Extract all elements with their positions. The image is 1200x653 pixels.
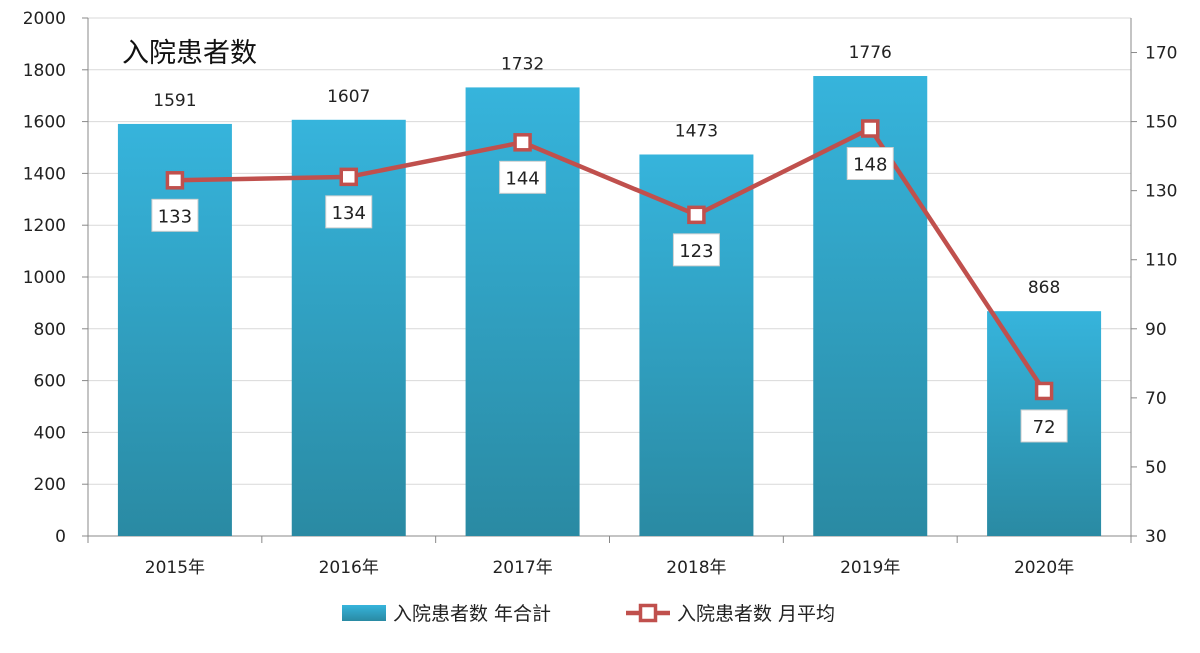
bar [117,123,232,536]
y-left-tick-label: 1800 [23,61,66,81]
line-value-label-box [325,195,373,229]
line-value-label-box [1020,409,1068,443]
y-left-tick-label: 400 [34,423,66,443]
y-left-tick-label: 200 [34,475,66,495]
line-value-label: 148 [853,155,887,176]
legend-swatch-marker [638,603,658,623]
bar-value-label: 1607 [327,87,370,107]
line-marker [1034,381,1054,401]
chart-title: 入院患者数 [122,38,257,69]
line-value-label-box [846,147,894,181]
x-tick-label: 2020年 [1014,558,1074,578]
bar-series [117,76,1102,537]
y-right-tick-label: 30 [1145,527,1167,547]
line-marker [861,119,880,138]
y-left-tick-label: 2000 [23,9,66,29]
bar-value-label: 1591 [153,91,196,111]
legend-swatch-bar [342,605,386,621]
y-right-tick-label: 50 [1145,458,1167,478]
data-labels: 1591 1607 1732 1473 1776 868 133 134 144 123 148 72 [151,43,1068,443]
y-left-tick-label: 600 [34,372,66,392]
bar-value-label: 1776 [849,43,892,63]
legend-label-line: 入院患者数 月平均 [677,603,835,625]
gridlines [88,17,1131,485]
x-tick-label: 2019年 [840,558,900,578]
line-value-label: 144 [505,168,539,189]
line-value-label-box [499,160,547,194]
bar-value-label: 868 [1028,278,1060,298]
line-path [174,126,1046,393]
y-left-tick-label: 1400 [23,164,66,184]
bar [465,87,580,537]
line-marker [165,171,185,190]
y-right-tick-label: 90 [1145,320,1167,340]
bar [291,119,406,537]
line-value-label-box [151,198,199,232]
x-tick-label: 2015年 [145,558,205,578]
x-tick-label: 2017年 [492,558,552,578]
y-right-tick-label: 170 [1145,44,1177,64]
y-left-tick-label: 1000 [23,268,66,288]
legend-label-bar: 入院患者数 年合計 [393,603,551,625]
line-marker [513,133,532,152]
y-left-tick-label: 1200 [23,216,66,236]
line-value-label: 123 [679,241,713,262]
line-value-label: 134 [332,203,366,224]
line-value-label: 133 [158,206,192,227]
line-marker [687,205,706,225]
line-value-label-box [672,233,720,267]
legend: 入院患者数 年合計 入院患者数 月平均 [342,603,835,625]
y-right-tick-label: 130 [1145,182,1177,202]
x-tick-label: 2016年 [319,558,379,578]
x-tick-label: 2018年 [666,558,726,578]
line-value-label: 72 [1033,417,1056,438]
line-series [165,119,1054,401]
y-left-tick-label: 1600 [23,113,66,133]
bar-value-label: 1732 [501,54,544,74]
bar-value-label: 1473 [675,121,718,141]
y-right-tick-label: 150 [1145,113,1177,133]
y-left-tick-label: 0 [55,527,66,547]
line-marker [339,167,358,187]
bar [813,76,928,537]
y-left-tick-label: 800 [34,320,66,340]
y-right-tick-label: 110 [1145,251,1177,271]
axes: 0 200 400 600 800 1000 1200 1400 1600 1800 2000 30 5… [23,9,1178,578]
y-right-tick-label: 70 [1145,389,1167,409]
